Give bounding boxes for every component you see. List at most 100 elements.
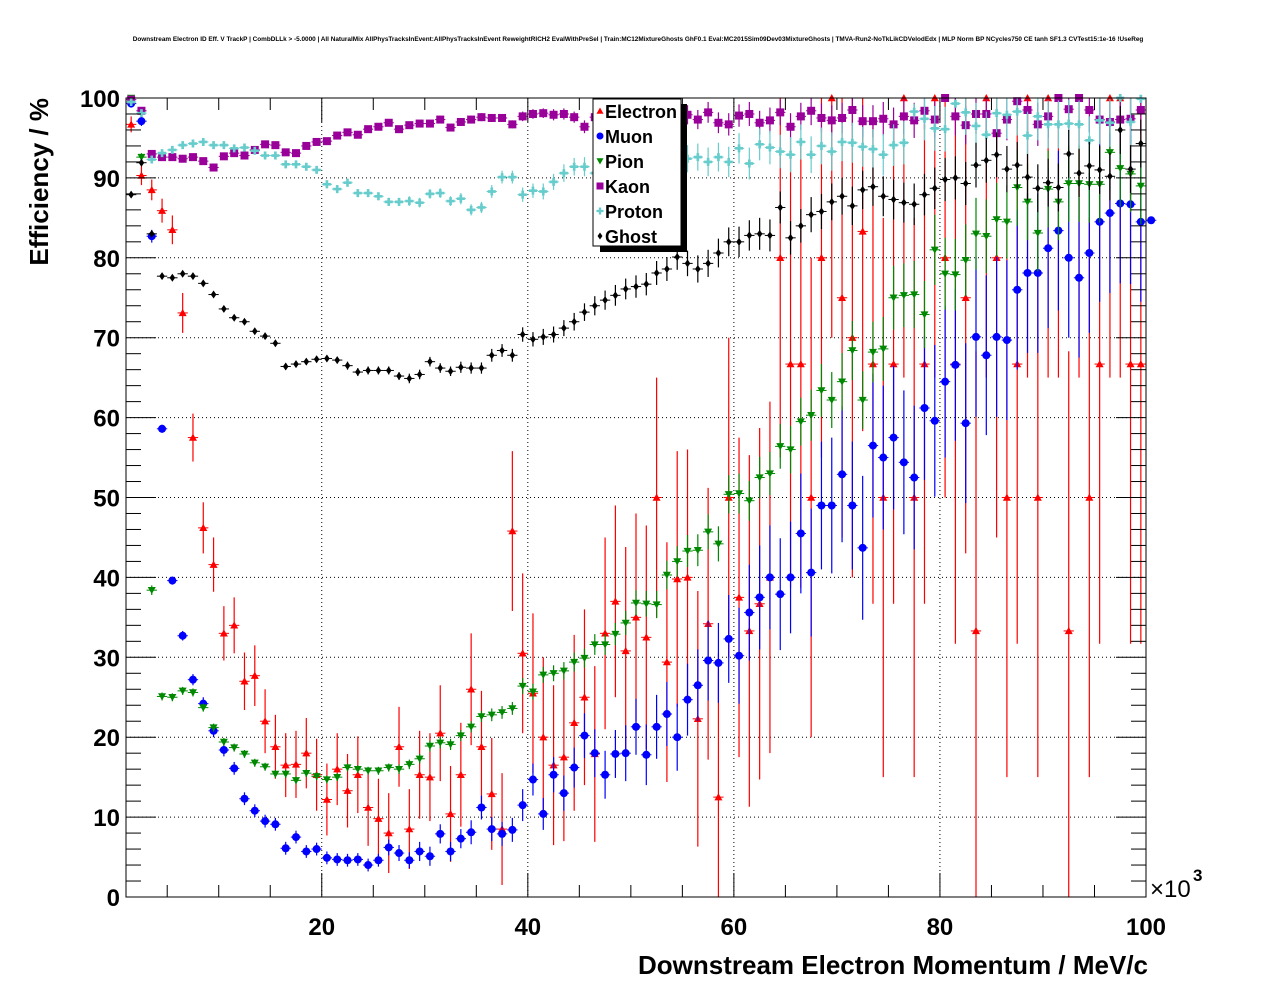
data-point [230,744,239,752]
data-point [796,529,805,538]
data-point [147,185,156,194]
data-point [292,777,300,785]
data-point [899,292,908,300]
data-point [796,137,805,146]
data-point [807,493,816,501]
data-point [343,786,352,794]
data-point [755,118,764,127]
data-point [632,613,640,621]
data-point [436,189,445,198]
data-point [209,163,218,172]
data-point [796,418,805,426]
data-point [374,856,383,865]
data-point [1127,165,1134,174]
data-point [889,141,898,150]
data-point [364,189,373,198]
data-point [437,364,444,373]
data-point [1002,493,1011,501]
data-point [508,705,517,713]
data-point [487,711,496,719]
data-point [868,117,877,126]
data-point [436,729,445,737]
data-point [219,152,228,161]
data-point [899,112,908,121]
data-point [540,332,547,341]
data-point [910,291,919,299]
legend-marker-electron [596,107,604,114]
data-point [807,106,816,115]
data-point [178,154,187,163]
data-point [188,689,197,697]
data-point [1096,165,1103,174]
data-point [786,122,795,131]
legend-box [592,98,682,247]
data-point [302,769,311,778]
y-tick-label: 30 [93,645,120,672]
data-point [807,150,816,159]
data-point [333,131,342,140]
data-point [499,346,505,355]
data-point [425,119,434,128]
data-point [755,593,764,602]
data-point [705,259,711,268]
data-point [518,649,527,657]
data-point [312,165,321,174]
data-point [241,317,248,326]
data-point [313,355,320,364]
data-point [262,332,268,341]
data-point [168,694,177,702]
data-point [405,856,414,865]
data-point [1013,285,1022,294]
data-point [138,158,145,167]
data-point [178,687,187,695]
data-point [147,586,156,595]
data-point [539,671,548,679]
data-point [178,308,187,317]
data-point [858,117,867,126]
data-point [1002,218,1011,226]
data-point [395,742,404,750]
data-point [322,180,331,189]
data-point [983,156,990,165]
data-point [796,112,805,121]
data-point [879,114,888,123]
data-point [786,150,795,159]
data-point [633,282,639,291]
data-point [322,776,331,784]
data-point [498,709,507,717]
data-point [601,629,610,637]
data-point [632,722,640,731]
data-point [549,670,558,678]
data-point [425,773,434,781]
data-point [168,576,177,585]
data-point [240,794,249,803]
x-tick-label: 100 [1126,914,1166,941]
data-point [642,750,651,759]
data-point [137,109,146,118]
data-point [467,115,476,124]
data-point [467,828,476,837]
data-point [1095,116,1104,125]
data-point [755,140,764,149]
data-point [911,200,917,209]
data-point [590,749,599,758]
data-point [724,157,733,166]
legend-marker-ghost [597,232,603,240]
data-point [210,290,217,299]
data-point [355,368,361,377]
data-point [395,765,404,774]
data-point [127,97,136,106]
data-point [920,311,929,319]
data-point [478,364,485,373]
data-point [1116,165,1125,173]
data-point [735,111,744,120]
data-point [240,143,249,152]
data-point [1085,493,1094,501]
data-point [364,125,373,134]
data-point [961,256,970,265]
data-point [406,374,413,383]
data-point [374,122,383,131]
data-point [889,294,898,302]
data-point [1085,136,1094,145]
data-point [487,187,496,196]
